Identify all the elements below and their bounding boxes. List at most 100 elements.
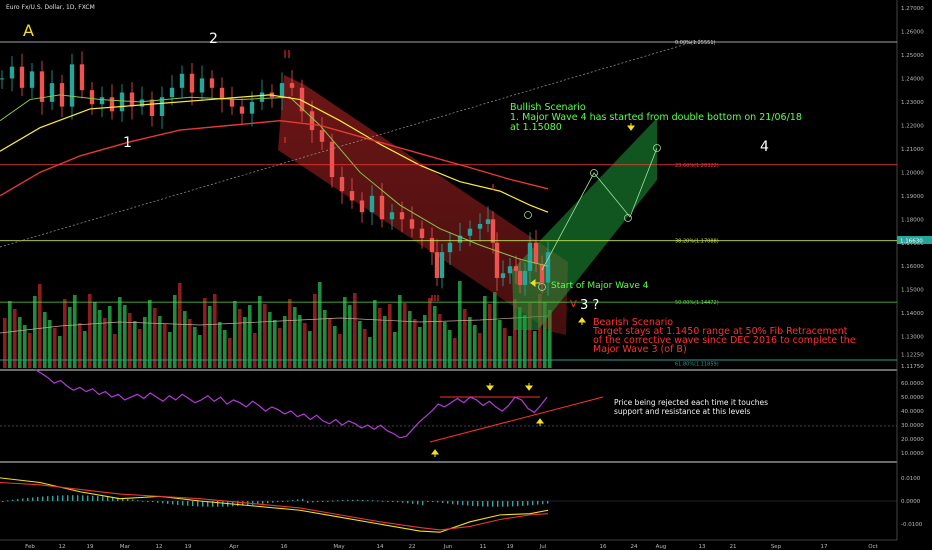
time-tick-label: Feb bbox=[25, 544, 35, 550]
rsi-tick-label: 60.0000 bbox=[901, 381, 924, 387]
time-tick-label: 21 bbox=[730, 544, 737, 550]
volume-bar bbox=[448, 330, 452, 368]
volume-bar bbox=[268, 312, 272, 368]
macd-tick-label: -0.0100 bbox=[901, 522, 923, 528]
volume-bar bbox=[263, 304, 267, 368]
candle-body bbox=[139, 99, 145, 107]
candle-body bbox=[229, 99, 235, 107]
candle-body bbox=[109, 97, 115, 112]
candle-body bbox=[329, 141, 335, 178]
macd-histogram-bar bbox=[487, 501, 489, 507]
candle-body bbox=[239, 106, 245, 114]
volume-bar bbox=[523, 315, 527, 368]
volume-bar bbox=[93, 302, 97, 368]
macd-histogram-bar bbox=[267, 501, 269, 504]
volume-bar bbox=[418, 327, 422, 368]
candle-body bbox=[485, 219, 491, 224]
candle-body bbox=[434, 252, 440, 278]
time-tick-label: Jun bbox=[443, 544, 453, 550]
candlesticks bbox=[0, 51, 551, 296]
volume-bar bbox=[23, 325, 27, 368]
macd-histogram-bar bbox=[387, 501, 389, 502]
macd-histogram-bar bbox=[417, 501, 419, 505]
volume-bar bbox=[513, 299, 517, 368]
volume-bar bbox=[403, 303, 407, 368]
time-tick-label: 12 bbox=[156, 544, 163, 550]
macd-histogram-bar bbox=[437, 501, 439, 503]
volume-bar bbox=[113, 334, 117, 368]
price-tick-label: 1.13000 bbox=[901, 335, 924, 341]
volume-bar bbox=[373, 300, 377, 368]
volume-bar bbox=[38, 284, 42, 368]
macd-histogram-bar bbox=[372, 500, 374, 502]
macd-histogram-bar bbox=[537, 501, 539, 505]
candle-body bbox=[490, 219, 496, 243]
time-axis[interactable]: Feb 12 19 Mar 12 19 Apr 16 May 14 22 Jun 11 19 Jul 16 24… bbox=[25, 544, 878, 550]
fib-level-label: 0.00%(1.25551) bbox=[675, 40, 716, 46]
macd-histogram-bar bbox=[422, 501, 424, 506]
volume-bar bbox=[308, 331, 312, 368]
macd-histogram-bar bbox=[377, 500, 379, 502]
price-axis[interactable]: 1.27000 1.26000 1.25000 1.24000 1.23000 1.220… bbox=[901, 6, 924, 528]
arrow-icons bbox=[431, 123, 635, 457]
macd-histogram-bar bbox=[182, 501, 184, 506]
volume-bar bbox=[28, 333, 32, 368]
volume-bar bbox=[83, 331, 87, 368]
macd-histogram-bar bbox=[52, 495, 54, 501]
macd-histogram-bar bbox=[397, 501, 399, 503]
ema-long-line bbox=[0, 119, 549, 197]
volume-bar bbox=[118, 297, 122, 368]
candle-body bbox=[439, 252, 445, 278]
fibonacci-levels: 0.00%(1.25551) 23.60%(1.20322) 38.20%(1.17… bbox=[0, 40, 897, 367]
wave-markers bbox=[524, 144, 661, 291]
price-tick-label: 1.15000 bbox=[901, 288, 924, 294]
rsi-tick-label: 20.0000 bbox=[901, 437, 924, 443]
macd-histogram-bar bbox=[352, 499, 354, 501]
price-tick-label: 1.25000 bbox=[901, 53, 924, 59]
volume-bar bbox=[13, 309, 17, 368]
volume-bar bbox=[458, 281, 462, 368]
price-tick-label: 1.20000 bbox=[901, 170, 924, 176]
fib-level-label: 23.60%(1.20322) bbox=[675, 163, 719, 169]
price-tick-label: 1.11750 bbox=[901, 364, 924, 370]
macd-histogram-bar bbox=[277, 501, 279, 502]
macd-histogram-bar bbox=[197, 501, 199, 507]
volume-bar bbox=[213, 294, 217, 368]
volume-bar bbox=[303, 323, 307, 368]
volume-average-line bbox=[0, 315, 549, 334]
macd-histogram-bar bbox=[357, 499, 359, 501]
time-tick-label: Oct bbox=[868, 544, 878, 550]
candle-body bbox=[259, 92, 265, 102]
price-tick-label: 1.12250 bbox=[901, 352, 924, 358]
volume-bar bbox=[533, 331, 537, 368]
candle-body bbox=[507, 266, 513, 274]
volume-bar bbox=[413, 319, 417, 368]
macd-histogram-bar bbox=[382, 500, 384, 502]
volume-bar bbox=[163, 324, 167, 368]
macd-histogram-bar bbox=[192, 501, 194, 507]
macd-histogram-bar bbox=[257, 501, 259, 505]
wave-label-3: 3 ? bbox=[580, 298, 599, 313]
macd-histogram-bar bbox=[62, 495, 64, 501]
volume-bar bbox=[498, 320, 502, 368]
candle-body bbox=[429, 238, 435, 253]
candle-body bbox=[19, 66, 25, 88]
volume-bar bbox=[63, 299, 67, 368]
macd-histogram-bar bbox=[47, 496, 49, 501]
macd-histogram-bar bbox=[402, 501, 404, 503]
macd-histogram-bar bbox=[42, 496, 44, 501]
rsi-note-line2: support and resistance at this levels bbox=[614, 407, 750, 416]
macd-histogram-bar bbox=[87, 495, 89, 501]
volume-bar bbox=[398, 295, 402, 368]
fib-level-label: 50.00%(1.14472) bbox=[675, 300, 719, 306]
current-price-label: 1.16630 bbox=[900, 239, 923, 245]
macd-histogram-bar bbox=[462, 501, 464, 506]
volume-bar bbox=[388, 304, 392, 368]
candle-body bbox=[9, 66, 15, 79]
price-tick-label: 1.21000 bbox=[901, 147, 924, 153]
candle-body bbox=[159, 97, 165, 116]
macd-histogram-bar bbox=[167, 501, 169, 504]
volume-bar bbox=[548, 310, 552, 368]
